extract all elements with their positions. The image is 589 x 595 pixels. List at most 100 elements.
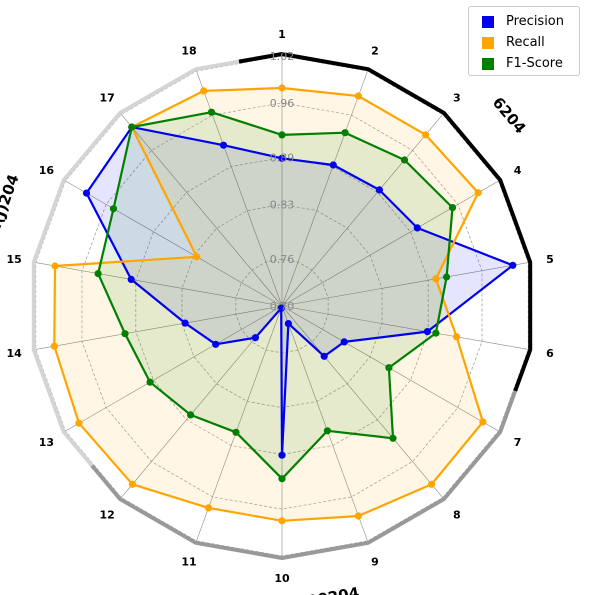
spoke-16: [65, 180, 283, 307]
point-1-2: [354, 92, 362, 100]
point-1-3: [422, 131, 430, 139]
point-2-18: [207, 108, 216, 116]
category-label-12: 12: [100, 508, 115, 521]
point-2-9: [323, 427, 331, 435]
point-2-16: [109, 205, 118, 213]
legend-label-1: Recall: [506, 35, 545, 50]
spoke-2: [281, 70, 368, 307]
point-2-7: [385, 364, 393, 372]
point-2-8: [389, 434, 397, 442]
point-0-4: [413, 224, 421, 232]
category-label-16: 16: [39, 164, 55, 177]
point-1-8: [428, 480, 436, 488]
point-0-12: [251, 334, 259, 342]
group-arc-2: [31, 59, 240, 467]
category-label-17: 17: [100, 92, 115, 105]
legend: Precision Recall F1-Score: [468, 6, 580, 76]
category-label-8: 8: [453, 508, 461, 521]
legend-item-2: F1-Score: [475, 53, 573, 74]
point-0-5: [509, 261, 517, 269]
point-1-4: [474, 189, 482, 197]
point-1-15: [51, 262, 59, 270]
category-label-14: 14: [6, 347, 22, 360]
point-2-12: [187, 411, 195, 419]
legend-swatch-1: [482, 36, 494, 49]
radial-tick-label-0: 0.70: [270, 300, 295, 313]
group-arc-0: [238, 52, 533, 392]
category-label-13: 13: [39, 436, 54, 449]
category-label-18: 18: [181, 44, 196, 57]
radial-tick-label-3: 0.89: [270, 152, 295, 165]
category-label-2: 2: [371, 44, 379, 57]
radial-tick-label-4: 0.96: [270, 97, 295, 110]
spoke-6: [281, 305, 529, 350]
radial-tick-label-5: 1.02: [270, 50, 295, 63]
spoke-4: [281, 180, 499, 307]
point-2-6: [432, 329, 440, 337]
group-arcs: [31, 52, 533, 560]
spoke-9: [281, 305, 368, 542]
legend-swatch-0: [482, 15, 494, 28]
spoke-8: [281, 305, 443, 498]
point-0-18: [219, 141, 228, 149]
category-label-7: 7: [514, 436, 522, 449]
group-arc-1: [90, 390, 518, 560]
series-layer: [50, 84, 517, 525]
point-2-14: [121, 330, 129, 338]
point-0-9: [284, 320, 292, 328]
point-0-3: [375, 186, 383, 194]
category-label-9: 9: [371, 556, 379, 569]
point-1-18: [200, 87, 208, 95]
category-label-1: 1: [278, 28, 286, 41]
point-2-5: [443, 273, 451, 281]
category-label-15: 15: [6, 253, 21, 266]
point-0-16: [82, 189, 91, 197]
point-0-8: [320, 352, 328, 360]
radial-tick-label-2: 0.83: [270, 198, 295, 211]
point-1-14: [50, 342, 58, 350]
point-0-11: [277, 304, 285, 312]
category-label-5: 5: [546, 253, 554, 266]
group-label-0: 6204: [489, 94, 530, 138]
point-2-15: [94, 270, 102, 278]
point-2-17: [128, 123, 136, 131]
series-fill-1: [54, 88, 483, 521]
point-1-7: [479, 418, 487, 426]
point-0-1: [278, 154, 286, 162]
legend-item-1: Recall: [475, 32, 573, 53]
point-2-4: [448, 204, 457, 212]
point-0-2: [329, 161, 337, 169]
group-label-1: 30204: [306, 584, 361, 595]
point-0-15: [127, 275, 135, 283]
spoke-5: [281, 262, 529, 307]
point-1-1: [278, 84, 286, 92]
point-1-12: [128, 480, 136, 488]
legend-item-0: Precision: [475, 11, 573, 32]
point-2-3: [400, 156, 409, 164]
radial-ticks: 0.70 0.76 0.83 0.89 0.96 1.02: [270, 50, 295, 313]
spoke-17: [121, 114, 283, 307]
legend-swatch-2: [482, 57, 494, 70]
category-label-6: 6: [546, 347, 554, 360]
category-label-10: 10: [274, 572, 290, 585]
point-0-10: [278, 451, 286, 459]
point-1-6: [453, 333, 461, 341]
category-label-4: 4: [514, 164, 522, 177]
category-label-11: 11: [181, 556, 196, 569]
point-2-13: [146, 378, 154, 386]
point-1-5: [432, 275, 440, 283]
point-0-13: [212, 340, 220, 348]
point-2-10: [278, 475, 286, 483]
point-1-9: [354, 512, 362, 520]
point-1-11: [204, 504, 213, 512]
point-2-11: [232, 428, 240, 436]
point-1-16: [193, 253, 201, 261]
spoke-15: [35, 262, 283, 307]
spoke-14: [35, 305, 283, 350]
point-0-6: [423, 328, 431, 336]
spoke-3: [281, 114, 443, 307]
point-0-7: [340, 338, 348, 346]
point-2-2: [341, 129, 349, 137]
point-1-10: [278, 517, 286, 525]
category-label-3: 3: [453, 92, 461, 105]
